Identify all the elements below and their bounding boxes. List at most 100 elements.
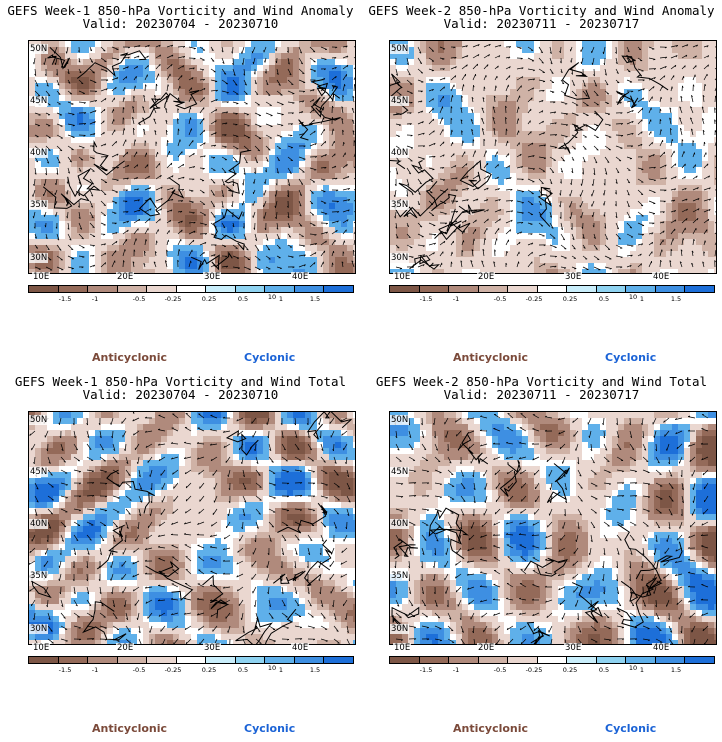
panel-valid-dates: Valid: 20230704 - 20230710 — [82, 16, 279, 31]
colorbar-swatch — [508, 286, 538, 292]
colorbar-swatch — [390, 286, 420, 292]
lon-label-40e: 40E — [652, 643, 671, 653]
colorbar-swatch — [655, 657, 686, 663]
wind-vectors — [29, 412, 351, 644]
lat-label-45n: 45N — [390, 96, 410, 106]
lat-label-40n: 40N — [390, 519, 410, 529]
lon-label-30e: 30E — [203, 272, 222, 282]
coastlines — [390, 54, 669, 270]
vorticity-map — [389, 40, 717, 274]
vorticity-shading — [390, 41, 716, 273]
colorbar-swatch — [596, 657, 627, 663]
panel-title: GEFS Week-2 850-hPa Vorticity and Wind T… — [375, 374, 708, 389]
colorbar-tick: -0.25 — [525, 666, 543, 674]
colorbar-swatch — [419, 286, 450, 292]
colorbar-scale-marker: 10 — [267, 293, 277, 301]
legend-cyclonic: Cyclonic — [244, 351, 296, 364]
colorbar-tick: -1 — [452, 666, 460, 674]
lat-label-40n: 40N — [390, 148, 410, 158]
lat-label-35n: 35N — [390, 571, 410, 581]
lon-label-20e: 20E — [477, 643, 496, 653]
colorbar-tick: -0.5 — [493, 295, 507, 303]
colorbar-tick: -0.5 — [493, 666, 507, 674]
colorbar-swatch — [655, 286, 686, 292]
colorbar-tick: -1 — [91, 666, 99, 674]
colorbar-swatch — [537, 286, 568, 292]
colorbar — [28, 656, 354, 664]
colorbar-swatch — [449, 657, 479, 663]
colorbar-swatch — [626, 286, 656, 292]
colorbar-swatch — [596, 286, 627, 292]
lat-label-45n: 45N — [29, 96, 49, 106]
colorbar-tick: 1.5 — [670, 666, 682, 674]
colorbar-swatch — [294, 286, 325, 292]
panel-week1-total: GEFS Week-1 850-hPa Vorticity and Wind T… — [0, 371, 361, 742]
colorbar — [28, 285, 354, 293]
legend-anticyclonic: Anticyclonic — [92, 722, 168, 735]
lon-label-30e: 30E — [564, 272, 583, 282]
lon-label-40e: 40E — [652, 272, 671, 282]
lat-label-30n: 30N — [29, 624, 49, 634]
colorbar-tick: 1.5 — [670, 295, 682, 303]
lat-label-35n: 35N — [390, 200, 410, 210]
panel-title: GEFS Week-2 850-hPa Vorticity and Wind A… — [368, 3, 715, 18]
colorbar-tick: -0.25 — [164, 295, 182, 303]
colorbar-swatch — [206, 657, 236, 663]
colorbar-tick: 0.25 — [201, 295, 217, 303]
vorticity-field — [29, 41, 355, 273]
lon-label-20e: 20E — [116, 272, 135, 282]
vorticity-map — [28, 411, 356, 645]
wind-vectors — [32, 44, 355, 271]
colorbar-swatch — [235, 286, 266, 292]
vorticity-shading — [29, 412, 355, 644]
colorbar-swatch — [508, 657, 538, 663]
colorbar-swatch — [58, 286, 89, 292]
lon-label-10e: 10E — [32, 272, 51, 282]
legend-anticyclonic: Anticyclonic — [453, 351, 529, 364]
colorbar-tick: 1.5 — [309, 295, 321, 303]
colorbar-tick: 0.5 — [237, 666, 249, 674]
panel-week2-anomaly: GEFS Week-2 850-hPa Vorticity and Wind A… — [361, 0, 722, 371]
vorticity-field — [390, 41, 716, 273]
colorbar-swatch — [147, 657, 177, 663]
colorbar-tick: -1.5 — [419, 666, 433, 674]
colorbar-swatch — [324, 657, 354, 663]
lat-label-50n: 50N — [390, 415, 410, 425]
colorbar-tick: 0.5 — [598, 666, 610, 674]
colorbar-tick: 1 — [639, 666, 645, 674]
lat-label-30n: 30N — [29, 253, 49, 263]
colorbar — [389, 656, 715, 664]
colorbar — [389, 285, 715, 293]
colorbar-scale-marker: 10 — [267, 664, 277, 672]
coastlines — [29, 412, 352, 644]
panel-valid-dates: Valid: 20230711 - 20230717 — [443, 387, 640, 402]
lon-label-10e: 10E — [32, 643, 51, 653]
colorbar-swatch — [265, 286, 295, 292]
colorbar-tick: -0.25 — [164, 666, 182, 674]
colorbar-swatch — [88, 286, 118, 292]
colorbar-tick: -0.5 — [132, 666, 146, 674]
lat-label-30n: 30N — [390, 253, 410, 263]
colorbar-tick: 0.25 — [201, 666, 217, 674]
colorbar-scale-marker: 10 — [628, 293, 638, 301]
lat-label-50n: 50N — [29, 415, 49, 425]
vorticity-field — [29, 412, 355, 644]
colorbar-tick: -1.5 — [58, 295, 72, 303]
panel-title: GEFS Week-1 850-hPa Vorticity and Wind A… — [7, 3, 354, 18]
colorbar-swatch — [324, 286, 354, 292]
panel-valid-dates: Valid: 20230704 - 20230710 — [82, 387, 279, 402]
vorticity-field — [390, 412, 716, 644]
colorbar-swatch — [537, 657, 568, 663]
colorbar-tick: 0.5 — [598, 295, 610, 303]
colorbar-tick: 0.5 — [237, 295, 249, 303]
colorbar-swatch — [567, 286, 597, 292]
colorbar-swatch — [449, 286, 479, 292]
lon-label-40e: 40E — [291, 272, 310, 282]
lon-label-40e: 40E — [291, 643, 310, 653]
coastlines — [391, 433, 683, 644]
colorbar-tick: 0.25 — [562, 295, 578, 303]
lat-label-40n: 40N — [29, 519, 49, 529]
colorbar-swatch — [58, 657, 89, 663]
colorbar-tick: 1 — [639, 295, 645, 303]
colorbar-swatch — [626, 657, 656, 663]
